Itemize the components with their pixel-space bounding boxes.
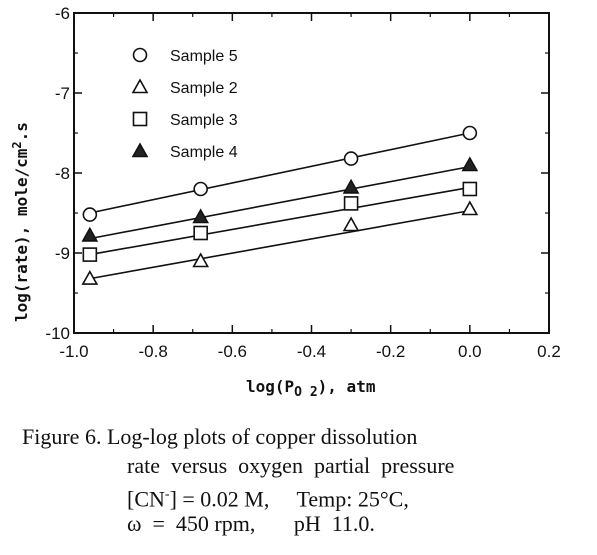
y-tick-label: -10 (45, 324, 70, 343)
sample-5-point (343, 151, 359, 166)
y-axis-title: log(rate), mole/cm2.s (10, 122, 31, 322)
sample-5-point (462, 125, 478, 141)
sample-4-point (81, 226, 99, 242)
legend-label-sample-4: Sample 4 (170, 144, 238, 161)
x-tick-label: 0.0 (458, 342, 482, 361)
legend-marker-sample-3 (132, 111, 148, 127)
sample-3-point (82, 247, 98, 262)
caption-line-2: rate versus oxygen partial pressure (127, 453, 455, 478)
legend-marker-sample-2 (131, 78, 149, 94)
sample-2-fit-line (89, 209, 470, 280)
sample-4-point (461, 156, 479, 172)
sample-5-point (193, 181, 208, 197)
sample-2-point (81, 269, 99, 285)
sample-5-point (82, 207, 98, 222)
caption-line-3: [CN-] = 0.02 M, Temp: 25°C, (127, 486, 409, 512)
tick-labels: -1.0 -0.8 -0.6 -0.4 -0.2 0.0 0.2 -6 -7 -8 -9 -10 (45, 4, 560, 361)
x-tick-label: -0.4 (297, 342, 326, 361)
sample-2-point (342, 216, 360, 232)
fit-lines (89, 132, 470, 280)
legend: Sample 5 Sample 2 Sample 3 Sample 4 (131, 47, 238, 161)
sample-3-point (462, 181, 478, 197)
legend-label-sample-2: Sample 2 (170, 80, 238, 97)
legend-marker-sample-5 (132, 47, 148, 63)
x-tick-label: -1.0 (59, 342, 88, 361)
x-tick-label: -0.8 (139, 342, 168, 361)
sample-2-point (192, 252, 210, 268)
sample-4-point (342, 178, 360, 194)
y-tick-label: -9 (55, 244, 70, 263)
plot-frame (73, 12, 550, 334)
y-tick-label: -6 (55, 4, 70, 23)
caption-line-4: ω = 450 rpm, pH 11.0. (127, 511, 375, 536)
sample-4-point (192, 208, 210, 224)
sample-5-fit-line (89, 132, 470, 214)
sample-3-fit-line (89, 186, 470, 256)
legend-label-sample-3: Sample 3 (170, 112, 238, 129)
sample-3-point (343, 196, 359, 211)
tick-marks (73, 12, 550, 334)
sample-2-point (461, 200, 479, 216)
y-tick-label: -7 (55, 84, 70, 103)
y-axis-title-superscript: 2 (10, 141, 24, 148)
x-axis-title: log(PO 2), atm (246, 377, 376, 400)
legend-label-sample-5: Sample 5 (170, 48, 238, 65)
chart: -1.0 -0.8 -0.6 -0.4 -0.2 0.0 0.2 -6 -7 -8 -9 -10 Sa… (10, 4, 561, 400)
caption-line-1: Figure 6. Log-log plots of copper dissol… (22, 424, 418, 449)
data-markers (81, 125, 479, 285)
legend-marker-sample-4 (131, 142, 149, 158)
sample-3-point (193, 225, 208, 241)
y-tick-label: -8 (55, 164, 70, 183)
x-tick-label: -0.6 (218, 342, 247, 361)
sample-4-fit-line (89, 165, 470, 240)
x-tick-label: 0.2 (537, 342, 561, 361)
x-axis-title-subscript: O 2 (294, 385, 317, 400)
x-tick-label: -0.2 (376, 342, 405, 361)
